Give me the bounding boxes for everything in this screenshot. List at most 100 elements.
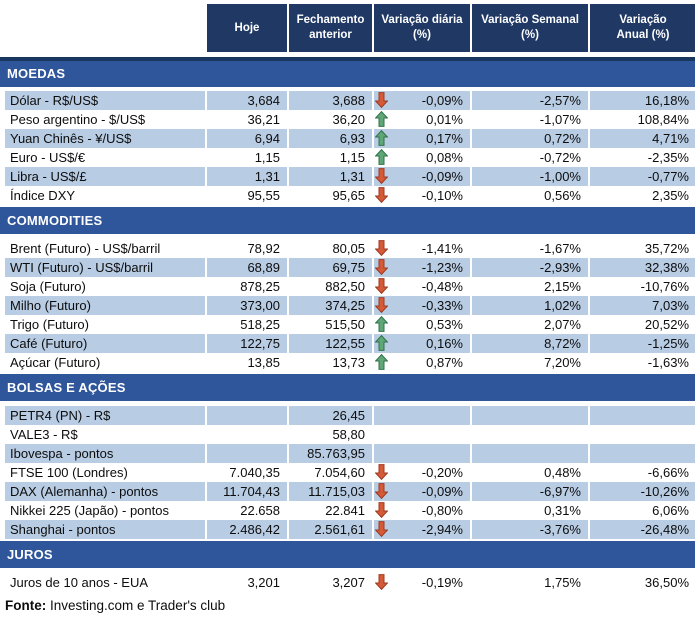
table-row: Índice DXY 95,55 95,65 -0,10% 0,56% 2,35% xyxy=(0,186,695,205)
cell-label: Peso argentino - $/US$ xyxy=(10,112,146,127)
up-arrow-icon xyxy=(374,315,389,332)
down-arrow-icon xyxy=(374,92,389,109)
cell-hoje: 2.486,42 xyxy=(207,520,287,539)
cell-variacao-diaria: -1,41% xyxy=(374,239,470,258)
cell-label: Brent (Futuro) - US$/barril xyxy=(10,241,161,256)
cell-hoje: 22.658 xyxy=(240,503,280,518)
cell-variacao-diaria: -0,48% xyxy=(374,277,470,296)
down-arrow-icon xyxy=(374,483,389,500)
cell-variacao-semanal: 0,56% xyxy=(544,188,581,203)
cell-fechamento-anterior: 22.841 xyxy=(325,503,365,518)
down-arrow-icon xyxy=(374,297,389,314)
cell-label: Açúcar (Futuro) xyxy=(10,355,101,370)
cell-variacao-anual: 6,06% xyxy=(652,503,689,518)
cell-hoje: 878,25 xyxy=(240,279,280,294)
table-row: Brent (Futuro) - US$/barril 78,92 80,05 -1,… xyxy=(0,239,695,258)
cell-label: Euro - US$/€ xyxy=(10,150,86,165)
down-arrow-icon xyxy=(374,574,389,591)
cell-label: Trigo (Futuro) xyxy=(10,317,89,332)
cell-hoje: 68,89 xyxy=(207,258,287,277)
cell-variacao-anual: 108,84% xyxy=(637,112,689,127)
table-row: Soja (Futuro) 878,25 882,50 -0,48% 2,15% -10,… xyxy=(0,277,695,296)
down-arrow-icon xyxy=(374,187,389,204)
cell-label: DAX (Alemanha) - pontos xyxy=(5,482,205,501)
cell-hoje xyxy=(207,425,287,444)
up-arrow-icon xyxy=(374,110,389,127)
cell-variacao-anual: -0,77% xyxy=(590,167,695,186)
cell-variacao-semanal: 7,20% xyxy=(544,355,581,370)
cell-hoje: 3,684 xyxy=(207,91,287,110)
cell-hoje: 518,25 xyxy=(240,317,280,332)
cell-label: Milho (Futuro) xyxy=(5,296,205,315)
cell-variacao-semanal: -1,67% xyxy=(539,241,581,256)
cell-variacao-anual: -26,48% xyxy=(590,520,695,539)
cell-label: VALE3 - R$ xyxy=(10,427,78,442)
down-arrow-icon xyxy=(374,521,389,538)
cell-fechamento-anterior: 3,207 xyxy=(332,575,365,590)
up-arrow-icon xyxy=(374,129,389,146)
up-arrow-icon xyxy=(374,334,389,351)
cell-variacao-semanal xyxy=(472,444,588,463)
cell-fechamento-anterior: 374,25 xyxy=(289,296,372,315)
cell-hoje: 1,15 xyxy=(254,150,280,165)
cell-variacao-diaria xyxy=(374,406,470,425)
cell-fechamento-anterior: 1,31 xyxy=(289,167,372,186)
cell-hoje: 373,00 xyxy=(207,296,287,315)
cell-fechamento-anterior: 2.561,61 xyxy=(289,520,372,539)
cell-variacao-diaria: -0,20% xyxy=(374,463,470,482)
cell-variacao-anual: -6,66% xyxy=(647,465,689,480)
cell-variacao-diaria: 0,08% xyxy=(374,148,470,167)
down-arrow-icon xyxy=(374,464,389,481)
table-row: Euro - US$/€ 1,15 1,15 0,08% -0,72% -2,35% xyxy=(0,148,695,167)
cell-variacao-diaria: -0,80% xyxy=(374,501,470,520)
cell-hoje: 6,94 xyxy=(207,129,287,148)
cell-fechamento-anterior: 1,15 xyxy=(339,150,365,165)
cell-variacao-diaria: -0,09% xyxy=(374,91,470,110)
cell-variacao-diaria: 0,87% xyxy=(374,353,470,372)
cell-variacao-diaria: -0,19% xyxy=(374,573,470,592)
cell-variacao-diaria xyxy=(374,425,470,444)
cell-label: FTSE 100 (Londres) xyxy=(10,465,128,480)
cell-fechamento-anterior: 3,688 xyxy=(289,91,372,110)
cell-variacao-diaria: -0,09% xyxy=(374,167,470,186)
cell-hoje xyxy=(207,406,287,425)
cell-variacao-diaria: -2,94% xyxy=(374,520,470,539)
cell-fechamento-anterior: 85.763,95 xyxy=(289,444,372,463)
table-row: PETR4 (PN) - R$ 26,45 xyxy=(0,406,695,425)
header-empty-cell xyxy=(5,4,205,52)
cell-variacao-anual: 4,71% xyxy=(590,129,695,148)
column-header-1: Fechamento anterior xyxy=(289,4,372,52)
cell-hoje: 13,85 xyxy=(247,355,280,370)
cell-hoje: 1,31 xyxy=(207,167,287,186)
down-arrow-icon xyxy=(374,168,389,185)
cell-variacao-semanal xyxy=(472,425,588,444)
column-header-4: Variação Anual (%) xyxy=(590,4,695,52)
table-row: DAX (Alemanha) - pontos 11.704,43 11.715,0… xyxy=(0,482,695,501)
table-row: Dólar - R$/US$ 3,684 3,688 -0,09% -2,57% 16,1… xyxy=(0,91,695,110)
cell-fechamento-anterior: 515,50 xyxy=(325,317,365,332)
cell-variacao-anual: 35,72% xyxy=(644,241,689,256)
cell-variacao-anual: 7,03% xyxy=(590,296,695,315)
cell-hoje: 11.704,43 xyxy=(207,482,287,501)
cell-variacao-anual: -2,35% xyxy=(647,150,689,165)
cell-label: Soja (Futuro) xyxy=(10,279,86,294)
table-row: Peso argentino - $/US$ 36,21 36,20 0,01% -1,… xyxy=(0,110,695,129)
cell-variacao-anual: 16,18% xyxy=(590,91,695,110)
down-arrow-icon xyxy=(374,240,389,257)
cell-fechamento-anterior: 122,55 xyxy=(289,334,372,353)
cell-hoje xyxy=(207,444,287,463)
cell-fechamento-anterior: 26,45 xyxy=(289,406,372,425)
cell-variacao-anual: 32,38% xyxy=(590,258,695,277)
cell-variacao-semanal: -6,97% xyxy=(472,482,588,501)
column-header-0: Hoje xyxy=(207,4,287,52)
table-row: WTI (Futuro) - US$/barril 68,89 69,75 -1,23… xyxy=(0,258,695,277)
cell-variacao-diaria: 0,53% xyxy=(374,315,470,334)
cell-variacao-semanal: 0,31% xyxy=(544,503,581,518)
cell-variacao-semanal: 0,48% xyxy=(544,465,581,480)
cell-variacao-semanal: 2,07% xyxy=(544,317,581,332)
cell-variacao-semanal: 8,72% xyxy=(472,334,588,353)
cell-variacao-diaria: 0,16% xyxy=(374,334,470,353)
cell-variacao-semanal: -1,07% xyxy=(539,112,581,127)
cell-variacao-semanal: 2,15% xyxy=(544,279,581,294)
